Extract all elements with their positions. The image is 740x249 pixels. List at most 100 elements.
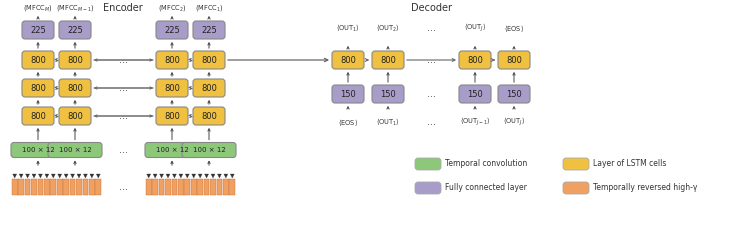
Text: Encoder: Encoder — [103, 3, 143, 13]
Text: 225: 225 — [201, 25, 217, 35]
Text: 225: 225 — [67, 25, 83, 35]
Polygon shape — [147, 174, 151, 178]
FancyBboxPatch shape — [156, 51, 188, 69]
FancyBboxPatch shape — [11, 142, 65, 158]
Text: 225: 225 — [164, 25, 180, 35]
Text: $\langle$OUT$_1\rangle$: $\langle$OUT$_1\rangle$ — [376, 116, 400, 127]
Text: ...: ... — [428, 117, 437, 127]
Text: Temporal convolution: Temporal convolution — [445, 160, 527, 169]
Bar — [44, 179, 50, 195]
FancyBboxPatch shape — [498, 51, 530, 69]
Text: 100 × 12: 100 × 12 — [155, 147, 189, 153]
FancyBboxPatch shape — [193, 79, 225, 97]
FancyBboxPatch shape — [59, 79, 91, 97]
Polygon shape — [19, 174, 23, 178]
Polygon shape — [185, 174, 189, 178]
FancyBboxPatch shape — [182, 142, 236, 158]
Text: ...: ... — [118, 145, 127, 155]
FancyBboxPatch shape — [193, 107, 225, 125]
FancyBboxPatch shape — [22, 107, 54, 125]
Text: 150: 150 — [380, 89, 396, 99]
FancyBboxPatch shape — [459, 85, 491, 103]
Text: 800: 800 — [201, 112, 217, 121]
Bar — [204, 179, 209, 195]
Text: 800: 800 — [67, 112, 83, 121]
Polygon shape — [84, 174, 87, 178]
Bar — [12, 179, 18, 195]
Bar — [184, 179, 190, 195]
Text: 800: 800 — [201, 56, 217, 64]
Bar — [146, 179, 152, 195]
FancyBboxPatch shape — [156, 21, 188, 39]
FancyBboxPatch shape — [22, 79, 54, 97]
Text: 800: 800 — [201, 83, 217, 92]
Bar — [210, 179, 216, 195]
Text: Fully connected layer: Fully connected layer — [445, 184, 527, 192]
FancyBboxPatch shape — [332, 51, 364, 69]
Text: 225: 225 — [30, 25, 46, 35]
Text: 800: 800 — [164, 56, 180, 64]
Bar — [31, 179, 37, 195]
FancyBboxPatch shape — [156, 107, 188, 125]
FancyBboxPatch shape — [193, 21, 225, 39]
Text: Decoder: Decoder — [411, 3, 452, 13]
Text: 800: 800 — [30, 83, 46, 92]
Text: 150: 150 — [467, 89, 483, 99]
Bar — [38, 179, 44, 195]
Text: 800: 800 — [506, 56, 522, 64]
Bar — [223, 179, 229, 195]
FancyBboxPatch shape — [193, 51, 225, 69]
Polygon shape — [218, 174, 221, 178]
Polygon shape — [45, 174, 49, 178]
Bar — [57, 179, 63, 195]
Bar — [152, 179, 158, 195]
Text: 150: 150 — [506, 89, 522, 99]
FancyBboxPatch shape — [415, 182, 441, 194]
Text: 800: 800 — [380, 56, 396, 64]
Text: 100 × 12: 100 × 12 — [21, 147, 54, 153]
Polygon shape — [32, 174, 36, 178]
Text: 800: 800 — [340, 56, 356, 64]
Text: (MFCC$_M$): (MFCC$_M$) — [23, 3, 53, 13]
Bar — [89, 179, 95, 195]
Polygon shape — [13, 174, 17, 178]
Text: 800: 800 — [30, 56, 46, 64]
Bar — [158, 179, 164, 195]
Polygon shape — [58, 174, 61, 178]
Text: ...: ... — [428, 89, 437, 99]
Polygon shape — [179, 174, 183, 178]
Text: (MFCC$_{M-1}$): (MFCC$_{M-1}$) — [56, 3, 94, 13]
Polygon shape — [160, 174, 164, 178]
Polygon shape — [224, 174, 228, 178]
Text: ...: ... — [118, 83, 127, 93]
Polygon shape — [166, 174, 170, 178]
FancyBboxPatch shape — [563, 182, 589, 194]
Polygon shape — [64, 174, 68, 178]
Bar — [165, 179, 171, 195]
FancyBboxPatch shape — [22, 51, 54, 69]
FancyBboxPatch shape — [332, 85, 364, 103]
Polygon shape — [192, 174, 195, 178]
Bar — [198, 179, 203, 195]
Bar — [63, 179, 69, 195]
Text: ...: ... — [118, 55, 127, 65]
Polygon shape — [90, 174, 94, 178]
Text: ...: ... — [118, 3, 127, 13]
Polygon shape — [70, 174, 75, 178]
Text: ...: ... — [118, 111, 127, 121]
Text: 800: 800 — [67, 56, 83, 64]
Polygon shape — [96, 174, 101, 178]
FancyBboxPatch shape — [48, 142, 102, 158]
Text: $\langle$OUT$_J\rangle$: $\langle$OUT$_J\rangle$ — [503, 116, 525, 128]
Polygon shape — [38, 174, 42, 178]
FancyBboxPatch shape — [563, 158, 589, 170]
Text: ...: ... — [118, 182, 127, 192]
FancyBboxPatch shape — [459, 51, 491, 69]
Text: $\langle$EOS$\rangle$: $\langle$EOS$\rangle$ — [338, 117, 358, 127]
Text: 800: 800 — [164, 112, 180, 121]
FancyBboxPatch shape — [59, 21, 91, 39]
Text: (MFCC$_1$): (MFCC$_1$) — [195, 3, 223, 13]
Polygon shape — [198, 174, 202, 178]
FancyBboxPatch shape — [156, 79, 188, 97]
Text: 800: 800 — [467, 56, 483, 64]
